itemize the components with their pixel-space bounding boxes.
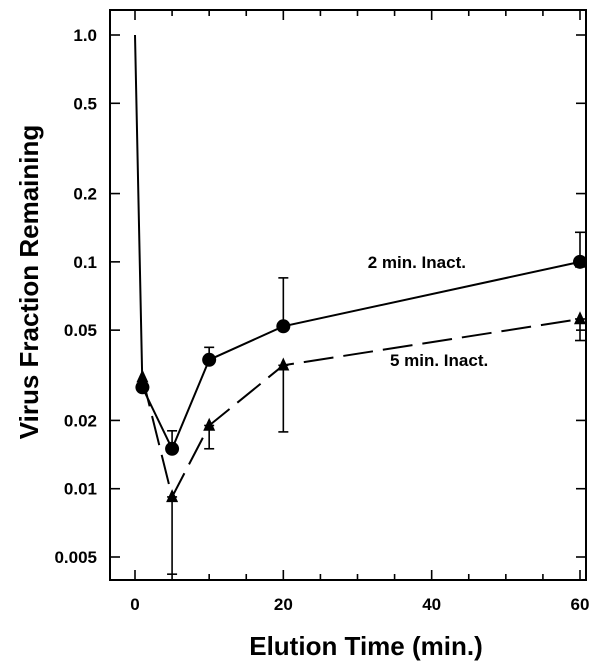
data-point-triangle	[574, 311, 586, 325]
x-tick-label: 40	[422, 595, 441, 614]
data-point-circle	[202, 352, 217, 367]
plot-frame	[109, 9, 587, 581]
series-annotation: 5 min. Inact.	[390, 351, 488, 370]
y-tick-label: 0.05	[64, 321, 97, 340]
y-tick-label: 0.5	[73, 94, 97, 113]
y-tick-label: 0.01	[64, 480, 97, 499]
y-tick-label: 0.1	[73, 253, 97, 272]
y-tick-label: 1.0	[73, 26, 97, 45]
data-point-triangle	[136, 369, 149, 383]
data-point-triangle	[277, 357, 290, 371]
data-point-circle	[276, 319, 291, 334]
data-point-circle	[165, 441, 180, 456]
y-tick-label: 0.2	[73, 185, 97, 204]
data-point-triangle	[166, 489, 179, 503]
data-point-triangle	[203, 417, 216, 431]
series-annotation: 2 min. Inact.	[368, 253, 466, 272]
series-line-1	[134, 34, 581, 452]
y-axis-title: Virus Fraction Remaining	[14, 125, 44, 439]
data-point-circle	[573, 254, 587, 269]
x-tick-label: 20	[274, 595, 293, 614]
series-line-2	[141, 318, 581, 500]
y-tick-label: 0.02	[64, 411, 97, 430]
x-tick-label: 60	[571, 595, 590, 614]
data-point-circle	[135, 380, 150, 395]
x-tick-label: 0	[130, 595, 139, 614]
x-axis-title: Elution Time (min.)	[249, 631, 483, 661]
y-tick-label: 0.005	[54, 548, 97, 567]
